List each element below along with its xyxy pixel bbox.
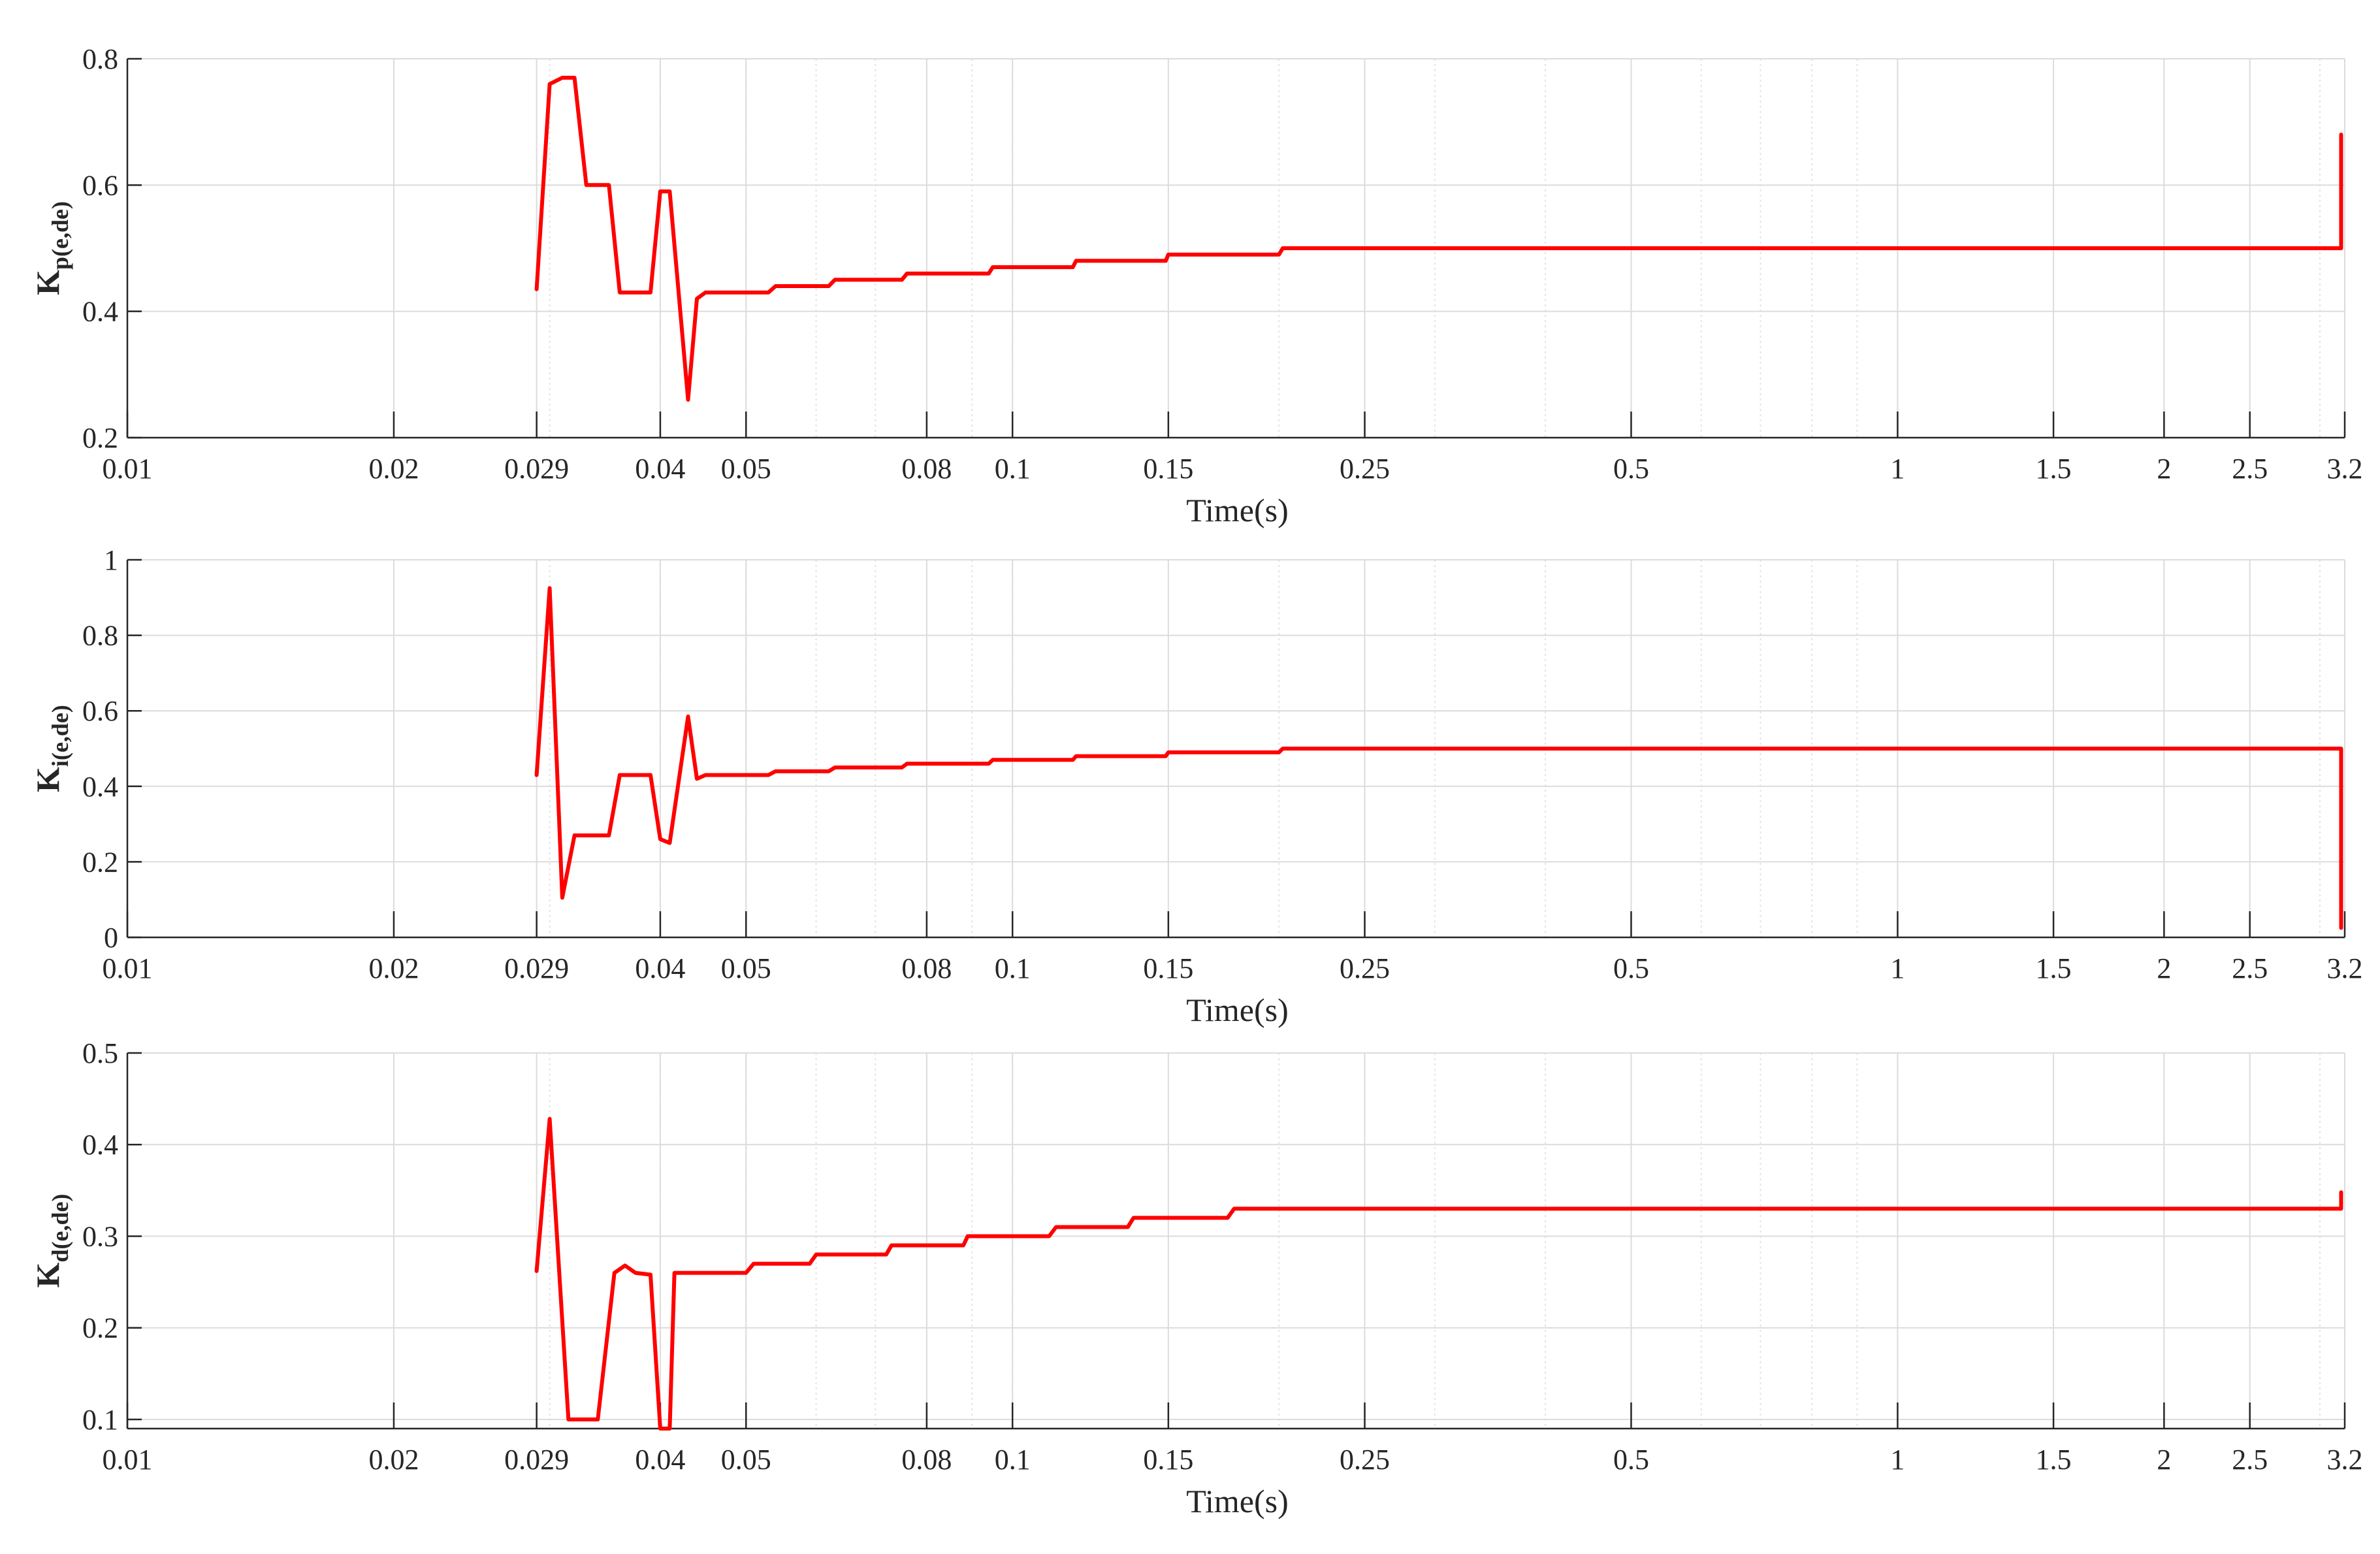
- x-tick-label: 0.15: [1143, 453, 1193, 485]
- x-tick-label: 0.05: [721, 453, 771, 485]
- x-axis-title: Time(s): [1186, 992, 1289, 1028]
- x-tick-label: 0.04: [635, 952, 685, 984]
- x-tick-label: 1: [1890, 1444, 1905, 1476]
- x-tick-label: 2.5: [2232, 453, 2268, 485]
- x-tick-label: 0.029: [504, 952, 569, 984]
- x-tick-label: 0.25: [1340, 1444, 1390, 1476]
- x-tick-label: 1.5: [2036, 952, 2072, 984]
- y-axis-title: Kd(e,de): [29, 1194, 73, 1288]
- x-tick-label: 0.08: [901, 1444, 952, 1476]
- y-tick-label: 0.3: [82, 1220, 118, 1252]
- kd-panel: 0.1 0.2 0.3 0.4 0.5 0.01 0.02 0.029 0.04 0.05 0.08…: [29, 1037, 2363, 1519]
- x-tick-label: 0.25: [1340, 453, 1390, 485]
- series-line: [534, 1117, 2343, 1431]
- kp-panel: 0.2 0.4 0.6 0.8 0.01 0.02 0.029 0.04 0.05 0.08 0.1…: [29, 43, 2363, 528]
- y-tick-label: 0.6: [82, 169, 118, 201]
- x-tick-label: 0.1: [995, 1444, 1031, 1476]
- y-tick-label: 0.4: [82, 771, 118, 803]
- x-tick-label: 0.02: [368, 1444, 419, 1476]
- ki-panel: 0 0.2 0.4 0.6 0.8 1 0.01 0.02 0.029 0.04 0.05 0.08 0…: [29, 544, 2363, 1028]
- y-tick-label: 0.8: [82, 43, 118, 75]
- x-tick-label: 2: [2157, 453, 2171, 485]
- y-axis-title: Ki(e,de): [29, 705, 73, 792]
- x-tick-label: 2.5: [2232, 952, 2268, 984]
- x-tick-label: 0.1: [995, 453, 1031, 485]
- x-tick-label: 0.05: [721, 1444, 771, 1476]
- x-tick-label: 0.15: [1143, 1444, 1193, 1476]
- x-tick-label: 0.5: [1613, 453, 1649, 485]
- x-tick-label: 1.5: [2036, 1444, 2072, 1476]
- x-tick-label: 0.5: [1613, 952, 1649, 984]
- x-tick-label: 0.01: [103, 453, 153, 485]
- y-tick-label: 0.2: [82, 846, 118, 878]
- y-axis-title-sub: i(e,de): [47, 705, 73, 767]
- y-axis-title-main: K: [29, 1262, 66, 1287]
- x-axis-title: Time(s): [1186, 1483, 1289, 1519]
- x-tick-label: 2.5: [2232, 1444, 2268, 1476]
- x-tick-label: 0.04: [635, 1444, 685, 1476]
- y-tick-label: 0.5: [82, 1037, 118, 1069]
- x-tick-label: 0.5: [1613, 1444, 1649, 1476]
- y-axis-title-main: K: [29, 767, 66, 792]
- y-axis-title-sub: d(e,de): [47, 1194, 73, 1263]
- x-tick-label: 3.2: [2327, 453, 2363, 485]
- y-tick-label: 0.4: [82, 1129, 118, 1161]
- x-tick-label: 0.15: [1143, 952, 1193, 984]
- x-tick-label: 0.05: [721, 952, 771, 984]
- x-tick-label: 0.029: [504, 1444, 569, 1476]
- x-tick-label: 1.5: [2036, 453, 2072, 485]
- y-tick-label: 0.4: [82, 296, 118, 328]
- x-tick-label: 0.04: [635, 453, 685, 485]
- series-line: [534, 586, 2343, 930]
- x-tick-label: 0.08: [901, 952, 952, 984]
- y-axis-title-main: K: [29, 270, 66, 295]
- y-axis-title: Kp(e,de): [29, 201, 73, 295]
- x-axis-title: Time(s): [1186, 492, 1289, 528]
- x-tick-label: 3.2: [2327, 1444, 2363, 1476]
- x-tick-label: 0.01: [103, 952, 153, 984]
- x-tick-label: 0.25: [1340, 952, 1390, 984]
- x-tick-label: 3.2: [2327, 952, 2363, 984]
- y-tick-label: 0.6: [82, 695, 118, 727]
- x-tick-label: 2: [2157, 1444, 2171, 1476]
- y-tick-label: 0: [104, 922, 118, 954]
- x-tick-label: 2: [2157, 952, 2171, 984]
- y-tick-label: 0.8: [82, 620, 118, 652]
- y-axis-title-sub: p(e,de): [47, 201, 73, 270]
- x-tick-label: 0.01: [103, 1444, 153, 1476]
- x-tick-label: 0.1: [995, 952, 1031, 984]
- x-tick-label: 0.029: [504, 453, 569, 485]
- x-tick-label: 0.08: [901, 453, 952, 485]
- y-tick-label: 0.2: [82, 1312, 118, 1344]
- x-tick-label: 1: [1890, 453, 1905, 485]
- y-tick-label: 0.2: [82, 422, 118, 454]
- series-line: [534, 76, 2343, 402]
- y-tick-label: 0.1: [82, 1404, 118, 1436]
- y-tick-label: 1: [104, 544, 118, 576]
- x-tick-label: 0.02: [368, 453, 419, 485]
- x-tick-label: 1: [1890, 952, 1905, 984]
- x-tick-label: 0.02: [368, 952, 419, 984]
